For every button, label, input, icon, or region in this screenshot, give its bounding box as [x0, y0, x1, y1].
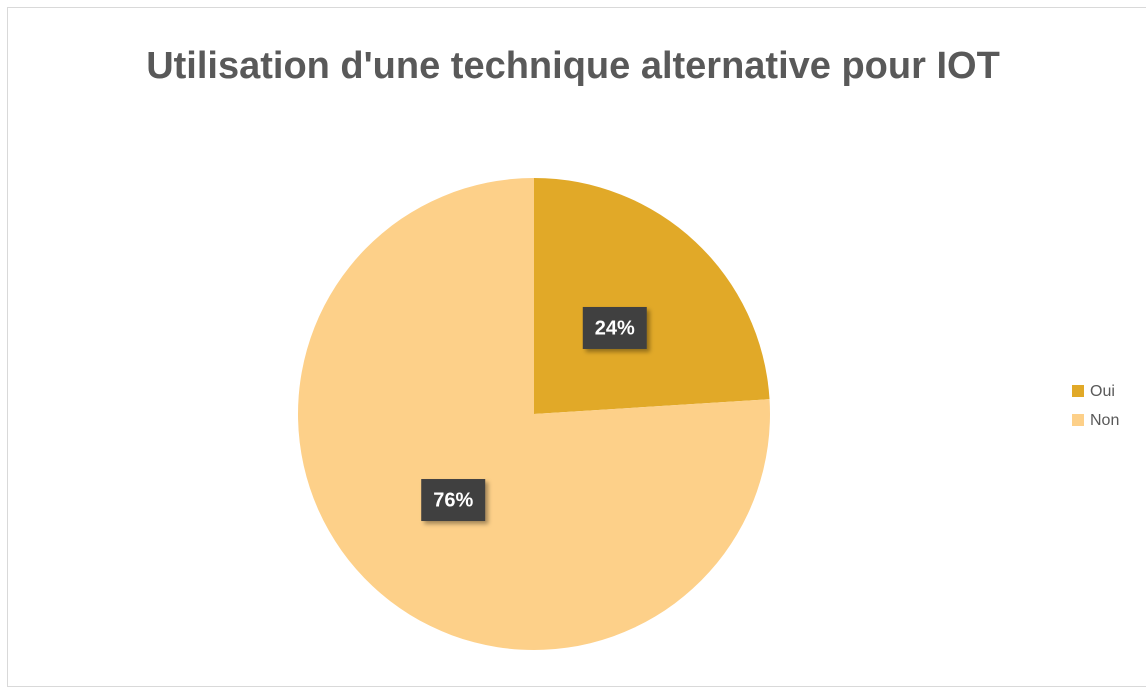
legend-label: Non [1090, 412, 1119, 429]
value-label: 24% [595, 317, 635, 339]
value-label-box [421, 479, 486, 522]
page: 24% 76% Oui Non Utilisation d'une technique… [7, 7, 1146, 687]
chart: 24% 76% Oui Non [298, 177, 1119, 650]
legend-label: Oui [1090, 383, 1115, 400]
legend-swatch [1072, 385, 1084, 397]
value-label-box [582, 306, 647, 349]
pie-slice [534, 178, 770, 414]
legend-swatch [1072, 414, 1084, 426]
pie-slice [298, 177, 770, 650]
chart-title: Utilisation d'une technique alternative … [146, 45, 1000, 87]
value-label: 76% [433, 489, 473, 511]
